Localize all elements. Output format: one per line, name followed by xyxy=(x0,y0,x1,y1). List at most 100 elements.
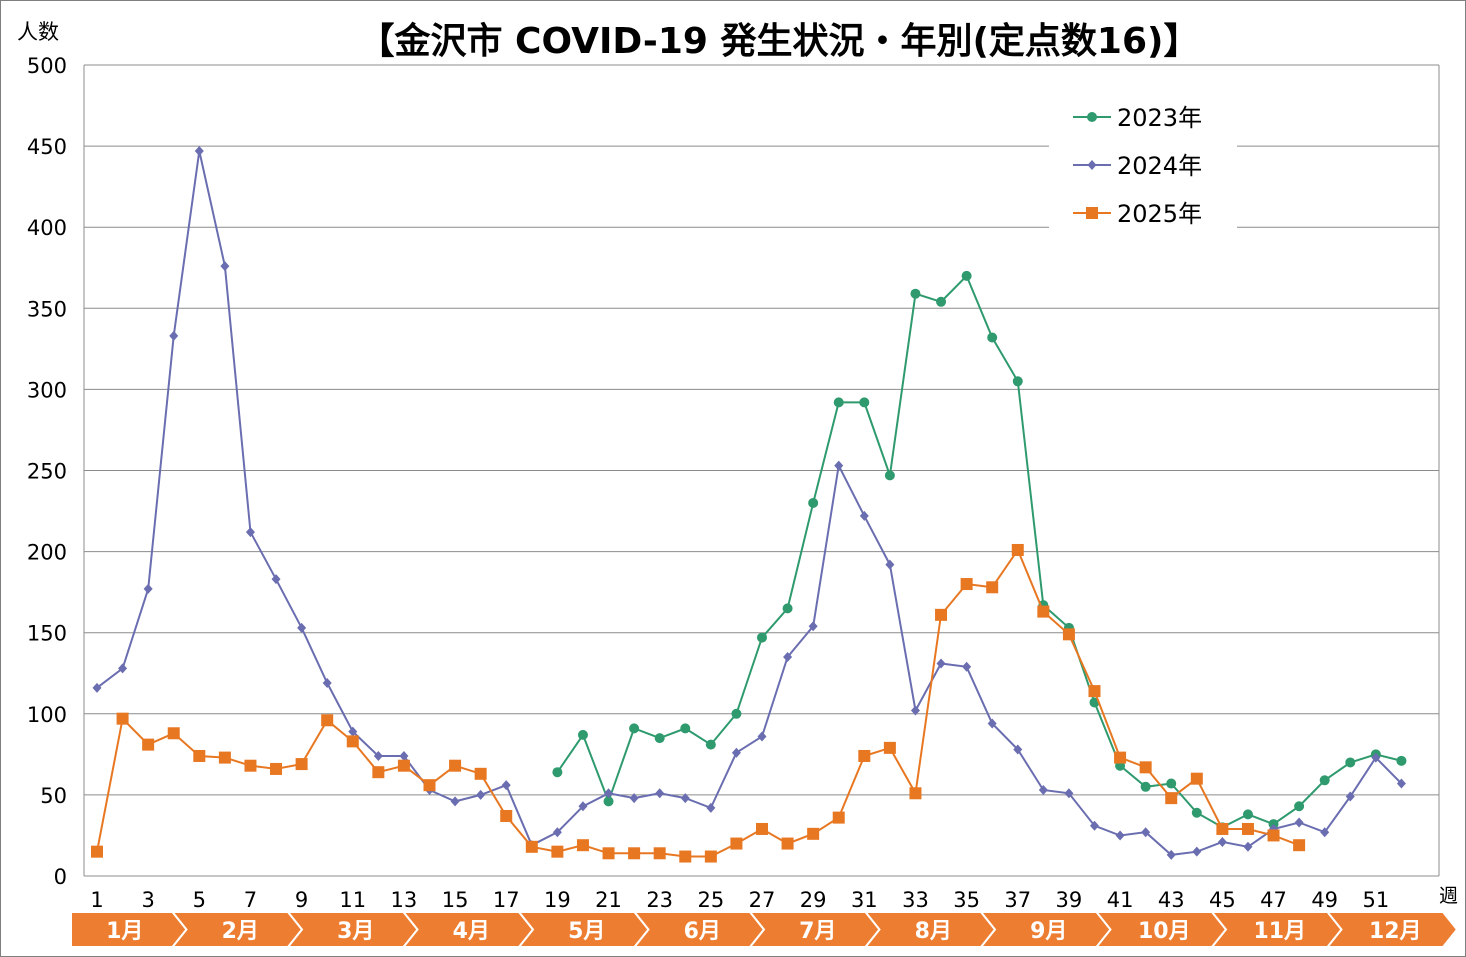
data-point xyxy=(552,827,562,838)
data-point xyxy=(1396,778,1406,789)
data-point xyxy=(653,847,666,860)
month-segment: 5月 xyxy=(516,911,650,948)
data-point xyxy=(193,749,206,762)
month-band: 1月 2月 3月 4月 5月 6月 7月 8月 9月 10月 11月 12月 xyxy=(70,911,1459,948)
month-label: 8月 xyxy=(915,919,952,944)
data-point xyxy=(1191,807,1202,818)
data-point xyxy=(808,621,818,632)
y-tick-label: 0 xyxy=(54,865,67,889)
data-point xyxy=(92,682,102,693)
data-point xyxy=(909,787,922,800)
data-point xyxy=(476,789,486,800)
data-point xyxy=(807,827,820,840)
data-point xyxy=(1320,827,1330,838)
legend-marker xyxy=(1086,207,1098,219)
month-label: 2月 xyxy=(222,919,259,944)
x-tick-label: 33 xyxy=(902,888,929,912)
data-point xyxy=(322,677,332,688)
month-label: 12月 xyxy=(1369,919,1422,944)
x-tick-label: 31 xyxy=(851,888,878,912)
month-segment: 3月 xyxy=(285,911,419,948)
data-point xyxy=(220,261,230,272)
data-point xyxy=(577,729,588,740)
data-point xyxy=(449,759,462,772)
series-3 xyxy=(91,543,1306,863)
data-point xyxy=(1114,751,1127,764)
data-point xyxy=(757,731,767,742)
data-point xyxy=(883,741,896,754)
data-point xyxy=(218,751,231,764)
y-tick-label: 450 xyxy=(27,135,67,159)
data-point xyxy=(935,608,948,621)
data-point xyxy=(271,574,281,585)
x-tick-label: 49 xyxy=(1311,888,1338,912)
legend-label: 2024年 xyxy=(1117,152,1202,180)
legend-item: 2025年 xyxy=(1073,200,1202,228)
month-label: 7月 xyxy=(799,919,836,944)
month-segment: 11月 xyxy=(1209,911,1343,948)
data-point xyxy=(1011,543,1024,556)
data-point xyxy=(859,397,870,408)
data-point xyxy=(423,779,436,792)
data-point xyxy=(1241,822,1254,835)
month-label: 5月 xyxy=(568,919,605,944)
y-tick-label: 50 xyxy=(40,784,67,808)
data-point xyxy=(783,652,793,663)
y-tick-label: 500 xyxy=(27,54,67,78)
month-segment: 10月 xyxy=(1094,911,1228,948)
data-point xyxy=(142,738,155,751)
data-point xyxy=(576,839,589,852)
data-point xyxy=(604,788,614,799)
data-point xyxy=(808,497,819,508)
data-point xyxy=(1141,827,1151,838)
series-layer xyxy=(91,145,1407,863)
series-2 xyxy=(92,145,1406,860)
data-point xyxy=(961,270,972,281)
month-label: 11月 xyxy=(1253,919,1306,944)
x-tick-label: 39 xyxy=(1056,888,1083,912)
data-point xyxy=(1140,781,1151,792)
data-point xyxy=(474,767,487,780)
legend-item: 2024年 xyxy=(1073,152,1202,180)
data-point xyxy=(655,788,665,799)
month-label: 9月 xyxy=(1030,919,1067,944)
month-segment: 2月 xyxy=(170,911,304,948)
data-point xyxy=(680,793,690,804)
data-point xyxy=(1192,846,1202,857)
data-point xyxy=(757,632,767,643)
data-point xyxy=(987,332,998,343)
data-point xyxy=(910,705,920,716)
x-tick-label: 43 xyxy=(1158,888,1185,912)
y-tick-label: 250 xyxy=(27,460,67,484)
data-point xyxy=(858,749,871,762)
data-point xyxy=(450,796,460,807)
x-tick-label: 21 xyxy=(595,888,622,912)
month-segment: 8月 xyxy=(863,911,997,948)
x-axis-ticks: 1 3 5 7 9 11 13 15 17 19 21 23 25 27 29 31 33 35 37 39 41 43 4… xyxy=(90,888,1389,912)
x-tick-label: 45 xyxy=(1209,888,1236,912)
data-point xyxy=(602,847,615,860)
data-point xyxy=(1166,778,1177,789)
month-segment: 6月 xyxy=(632,911,766,948)
data-point xyxy=(910,288,921,299)
data-point xyxy=(1267,829,1280,842)
data-point xyxy=(1190,772,1203,785)
data-point xyxy=(245,527,255,538)
x-tick-label: 51 xyxy=(1362,888,1389,912)
x-tick-label: 17 xyxy=(493,888,520,912)
month-arrow xyxy=(1325,911,1459,948)
legend: 2023年 2024年 2025年 xyxy=(1049,87,1237,233)
data-point xyxy=(679,850,692,863)
data-point xyxy=(962,661,972,672)
data-point xyxy=(551,845,564,858)
x-tick-label: 15 xyxy=(442,888,469,912)
data-point xyxy=(731,747,741,758)
data-point xyxy=(399,750,409,761)
y-tick-label: 350 xyxy=(27,297,67,321)
data-point xyxy=(1062,628,1075,641)
month-label: 1月 xyxy=(106,919,143,944)
data-point xyxy=(244,759,257,772)
data-point xyxy=(884,470,895,481)
legend-marker xyxy=(1087,112,1097,122)
month-segment: 7月 xyxy=(747,911,881,948)
